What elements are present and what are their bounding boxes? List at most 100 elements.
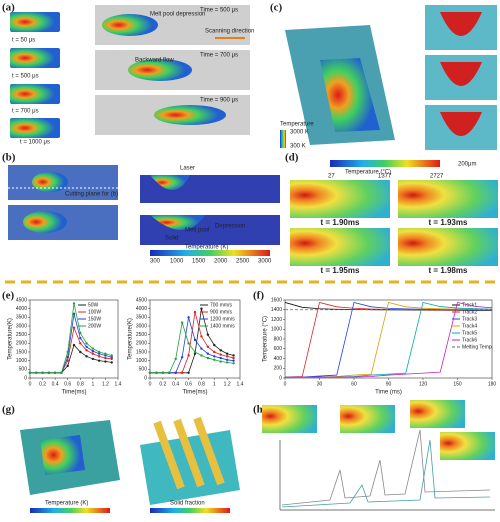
marker [28, 371, 32, 374]
colorbar-label: 300 [150, 259, 161, 265]
time-label: t = 700 μs [12, 109, 39, 115]
colorbar-label: 3000 K [290, 130, 309, 136]
marker [85, 342, 88, 345]
panel-g-graphics [20, 416, 240, 513]
marker [79, 331, 82, 335]
x-tick-label: 0 [284, 381, 287, 387]
marker [41, 371, 44, 374]
annotation: Laser [180, 166, 195, 172]
x-tick-label: 60 [351, 381, 357, 387]
legend-label: Track6 [462, 337, 477, 343]
y-tick-label: 3500 [16, 315, 27, 321]
legend-label: Track2 [462, 309, 477, 315]
x-tick-label: 0.4 [52, 381, 59, 387]
marker [85, 345, 88, 348]
colorbar-title: Temperature (K) [185, 245, 228, 251]
time-label: t = 1.98ms [429, 266, 468, 275]
x-tick-label: 0.6 [64, 381, 71, 387]
panel-a-blocks [10, 5, 250, 138]
x-tick-label: 0.4 [172, 381, 179, 387]
y-tick-label: 1000 [16, 358, 27, 364]
scale-bar: 200μm [458, 162, 476, 168]
marker [180, 356, 184, 359]
y-tick-label: 4000 [16, 306, 27, 312]
series-line [285, 301, 493, 378]
annotation: Cutting plane for (b) [65, 192, 118, 198]
marker [213, 343, 216, 347]
x-tick-label: 120 [419, 381, 428, 387]
colorbar-title: Temperature (K) [45, 501, 88, 507]
marker [97, 352, 101, 355]
marker [213, 358, 216, 361]
marker [66, 364, 69, 368]
time-label: t = 1.93ms [429, 218, 468, 227]
marker [206, 345, 210, 348]
x-tick-label: 1.2 [102, 381, 109, 387]
marker [91, 357, 95, 361]
panel-b-graphics [8, 165, 280, 256]
y-tick-label: 600 [274, 346, 283, 352]
y-tick-label: 200 [274, 366, 283, 372]
marker [219, 349, 222, 352]
marker [97, 355, 101, 358]
series-line [285, 301, 493, 378]
panel-label: (d) [285, 152, 299, 164]
marker [60, 371, 63, 374]
marker [47, 371, 51, 374]
x-axis-label: Time(ms) [61, 390, 86, 396]
marker [213, 350, 216, 354]
y-tick-label: 4000 [136, 306, 147, 312]
legend-label: 700 mm/s [210, 302, 232, 308]
marker [104, 354, 107, 357]
annotation: Backward flow [135, 58, 174, 64]
marker [79, 350, 82, 354]
legend-label: 50W [88, 302, 99, 308]
annotation: Solid [165, 236, 178, 242]
plot-frame [149, 299, 241, 379]
panel-c-graphics [280, 5, 497, 150]
y-tick-label: 400 [274, 356, 283, 362]
legend-label: Track5 [462, 330, 477, 336]
marker [66, 350, 69, 354]
marker [110, 354, 113, 357]
y-axis-label: Temperature(K) [128, 318, 134, 360]
y-tick-label: 0 [279, 375, 282, 381]
plot-frame [284, 299, 493, 379]
marker [85, 349, 88, 352]
colorbar-label: 2500 [236, 259, 250, 265]
y-tick-label: 1000 [136, 358, 147, 364]
colorbar-title: Temperature [280, 122, 314, 128]
marker [225, 355, 229, 358]
annotation: Time = 500 μs [200, 8, 238, 14]
marker [91, 352, 95, 355]
marker [72, 343, 76, 347]
y-tick-label: 3500 [136, 315, 147, 321]
panel-label: (f) [253, 290, 264, 302]
marker [66, 359, 69, 362]
annotation: Melt pool depression [150, 12, 205, 18]
y-tick-label: 4500 [136, 297, 147, 303]
colorbar-label: 1500 [192, 259, 206, 265]
marker [225, 358, 229, 361]
y-tick-label: 1500 [136, 349, 147, 355]
marker [72, 326, 76, 329]
x-tick-label: 90 [386, 381, 392, 387]
legend-label: Track3 [462, 316, 477, 322]
legend-label: Melting Temp. [462, 344, 493, 350]
colorbar-label: 2000 [214, 259, 228, 265]
y-tick-label: 500 [19, 367, 28, 373]
time-label: t = 500 μs [12, 74, 39, 80]
marker [219, 360, 222, 363]
marker [79, 342, 82, 345]
marker [104, 360, 107, 363]
marker [187, 371, 190, 374]
marker [193, 350, 197, 354]
marker [72, 302, 76, 305]
marker [200, 307, 203, 310]
marker [79, 336, 82, 340]
marker [110, 361, 113, 364]
marker [193, 338, 197, 342]
y-tick-label: 2000 [16, 341, 27, 347]
marker [35, 371, 38, 374]
marker [193, 352, 197, 355]
